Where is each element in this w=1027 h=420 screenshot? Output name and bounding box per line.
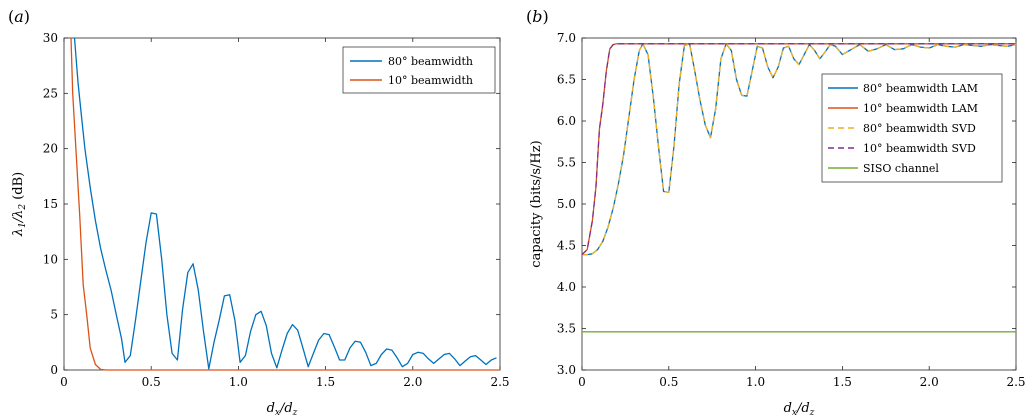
panel-b-ylabel: capacity (bits/s/Hz) <box>529 140 544 267</box>
series-line-10-beamwidth-svd <box>581 43 1016 256</box>
panel-a-ylabel: λ1/λ2 (dB) <box>11 172 28 238</box>
panel-a-legend: 80° beamwidth 10° beamwidth <box>342 46 496 94</box>
y-tick-label: 5 <box>50 308 58 322</box>
panel-a-legend-box <box>342 46 496 94</box>
x-tick-label: 1.5 <box>833 375 852 389</box>
panel-b-xlabel: dx/dz <box>784 401 815 418</box>
y-tick-label: 10 <box>43 252 58 266</box>
y-tick-label: 30 <box>43 31 58 45</box>
panel-b-legend: 80° beamwidth LAM 10° beamwidth LAM 80° … <box>821 73 1003 183</box>
x-tick-label: 1.5 <box>316 375 335 389</box>
panel-b-lines <box>581 43 1017 333</box>
panel-b: (b) 0 0.5 1.0 1.5 2.0 2.5 3.0 3.5 4.0 4.5 5.0 5.5 6… <box>526 7 1026 418</box>
x-tick-label: 0.5 <box>142 375 161 389</box>
panel-a-label: (a) <box>8 7 30 26</box>
x-tick-label: 2.0 <box>403 375 422 389</box>
y-tick-label: 6.5 <box>557 73 576 87</box>
x-tick-label: 1.0 <box>746 375 765 389</box>
panel-b-label: (b) <box>526 7 549 26</box>
y-tick-label: 0 <box>50 363 58 377</box>
legend-label-80-beamwidth: 80° beamwidth <box>388 55 473 68</box>
legend-label-siso: SISO channel <box>863 162 939 175</box>
series-line-10-beamwidth <box>70 37 500 371</box>
x-tick-label: 0 <box>578 375 586 389</box>
y-tick-label: 5.0 <box>557 197 576 211</box>
y-tick-label: 15 <box>43 197 58 211</box>
y-tick-label: 7.0 <box>557 31 576 45</box>
y-tick-label: 20 <box>43 142 58 156</box>
legend-label-10-lam: 10° beamwidth LAM <box>863 102 978 115</box>
legend-label-80-lam: 80° beamwidth LAM <box>863 82 978 95</box>
x-tick-label: 1.0 <box>229 375 248 389</box>
panel-b-xticks: 0 0.5 1.0 1.5 2.0 2.5 <box>578 38 1026 389</box>
panel-a-yticks: 0 5 10 15 20 25 30 <box>43 31 500 377</box>
legend-label-80-svd: 80° beamwidth SVD <box>863 122 976 135</box>
y-tick-label: 4.5 <box>557 239 576 253</box>
x-tick-label: 0.5 <box>659 375 678 389</box>
x-tick-label: 2.5 <box>490 375 509 389</box>
y-tick-label: 3.5 <box>557 322 576 336</box>
x-tick-label: 2.0 <box>920 375 939 389</box>
panel-b-yticks: 3.0 3.5 4.0 4.5 5.0 5.5 6.0 6.5 7.0 <box>557 31 1016 377</box>
panel-a-xlabel: dx/dz <box>267 401 298 418</box>
x-tick-label: 0 <box>60 375 68 389</box>
y-tick-label: 5.5 <box>557 156 576 170</box>
y-tick-label: 25 <box>43 86 58 100</box>
y-tick-label: 6.0 <box>557 114 576 128</box>
series-line-80-beamwidth-svd <box>582 43 1017 256</box>
panel-a-lines <box>70 37 500 371</box>
y-tick-label: 3.0 <box>557 363 576 377</box>
legend-label-10-beamwidth: 10° beamwidth <box>388 74 473 87</box>
series-line-80-beamwidth <box>73 37 497 370</box>
x-tick-label: 2.5 <box>1006 375 1025 389</box>
y-tick-label: 4.0 <box>557 280 576 294</box>
panel-a-xticks: 0 0.5 1.0 1.5 2.0 2.5 <box>60 38 510 389</box>
legend-label-10-svd: 10° beamwidth SVD <box>863 142 976 155</box>
